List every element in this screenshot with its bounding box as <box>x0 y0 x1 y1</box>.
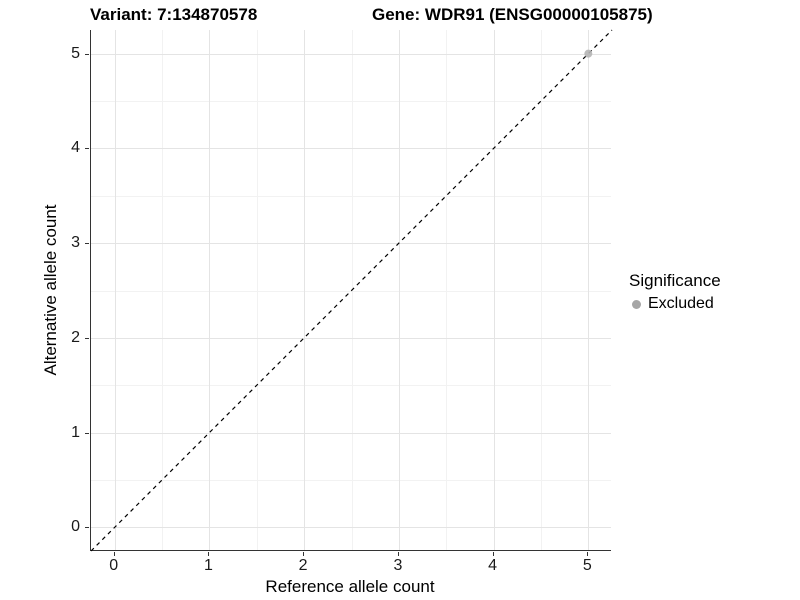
y-tick-label: 5 <box>71 44 80 62</box>
gridline-minor-v <box>446 30 448 550</box>
gridline-major-v <box>493 30 495 550</box>
legend: Significance Excluded <box>629 271 721 313</box>
data-point <box>584 49 593 58</box>
x-axis-title: Reference allele count <box>265 577 435 596</box>
x-tick-mark <box>113 552 115 556</box>
y-tick-label: 3 <box>71 234 80 252</box>
x-tick-label: 3 <box>393 557 403 574</box>
x-tick-label: 4 <box>488 557 498 574</box>
gridline-minor-v <box>162 30 163 550</box>
gridline-minor-v <box>541 30 542 550</box>
identity-line <box>90 29 613 552</box>
x-tick-mark <box>492 552 494 556</box>
y-tick-mark <box>85 337 89 339</box>
gridline-major-v <box>398 30 400 550</box>
y-tick-label: 1 <box>71 423 80 441</box>
gridline-major-h <box>91 148 611 150</box>
y-tick-mark <box>85 243 89 245</box>
x-tick-label: 5 <box>582 557 592 574</box>
legend-items: Excluded <box>629 295 721 313</box>
x-tick-mark <box>303 552 305 556</box>
plot-title-gene: Gene: WDR91 (ENSG00000105875) <box>372 5 653 24</box>
x-tick-mark <box>397 552 399 556</box>
legend-item: Excluded <box>629 295 721 313</box>
y-tick-mark <box>85 148 89 150</box>
legend-point-icon <box>632 299 641 309</box>
gridline-major-v <box>588 30 590 550</box>
gridline-major-h <box>91 337 611 339</box>
gridline-major-h <box>91 243 611 245</box>
geom-layer <box>90 29 613 552</box>
x-tick-label: 2 <box>298 557 308 574</box>
legend-item-label: Excluded <box>648 295 714 312</box>
gridline-minor-h <box>91 480 611 481</box>
gridline-major-v <box>304 30 306 550</box>
gridline-minor-h <box>91 385 611 387</box>
gridline-major-h <box>91 432 611 434</box>
y-tick-label: 4 <box>71 139 80 157</box>
gridline-minor-h <box>91 101 611 102</box>
y-axis-title: Alternative allele count <box>41 204 60 376</box>
x-tick-label: 0 <box>109 557 119 574</box>
gridline-major-v <box>209 30 211 550</box>
x-tick-label: 1 <box>203 557 213 574</box>
y-tick-mark <box>85 432 89 434</box>
gridline-major-h <box>91 527 611 529</box>
y-tick-label: 2 <box>71 328 80 346</box>
y-tick-mark <box>85 527 89 529</box>
plot-title-variant: Variant: 7:134870578 <box>90 5 258 24</box>
gridline-major-h <box>91 53 611 55</box>
gridline-minor-h <box>91 290 611 292</box>
gridline-minor-h <box>91 195 611 197</box>
x-tick-mark <box>587 552 589 556</box>
gridline-minor-v <box>256 30 258 550</box>
legend-title: Significance <box>629 271 721 290</box>
x-tick-mark <box>208 552 210 556</box>
y-tick-label: 0 <box>71 518 80 536</box>
gridline-major-v <box>114 30 116 550</box>
plot-panel <box>90 29 613 552</box>
y-tick-mark <box>85 53 89 55</box>
